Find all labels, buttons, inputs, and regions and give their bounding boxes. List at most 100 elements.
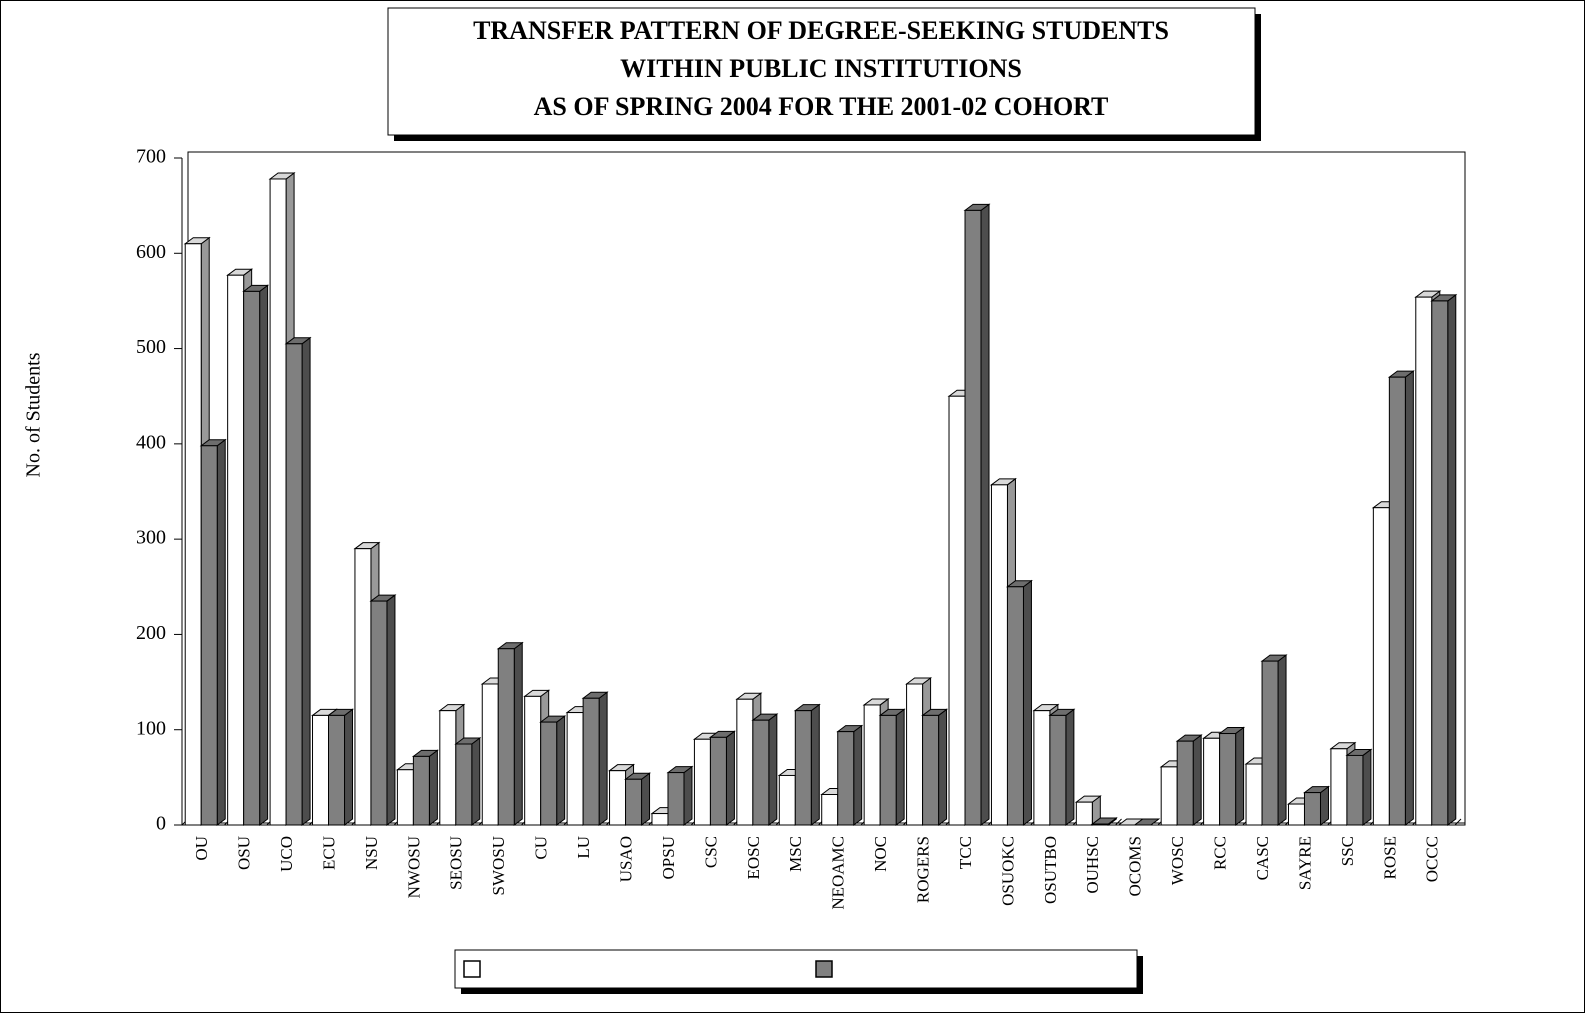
bar [778,774,796,826]
x-tick-label: LU [574,836,593,859]
bar [1075,801,1093,826]
bar-top [1133,818,1161,826]
y-tick-label: 700 [136,146,166,168]
bar [227,274,245,826]
x-tick-label: CSC [701,836,720,868]
bar-side [1319,785,1329,826]
x-tick-label: OU [192,836,211,861]
bar [1006,586,1024,826]
bar-side [386,594,396,826]
x-tick-label: RCC [1211,836,1230,870]
x-tick-label: NEOAMC [829,836,848,910]
bar [609,770,627,826]
y-tick-label: 200 [136,622,166,644]
x-tick-label: MSC [786,836,805,872]
bar-side [1192,734,1202,826]
x-tick [1115,818,1122,826]
x-tick-label: SSC [1338,836,1357,866]
x-tick-label: WOSC [1168,836,1187,885]
bar [906,683,924,826]
bar [736,698,754,826]
bar [540,721,558,826]
x-tick-label: OCOMS [1126,836,1145,896]
bar-side [259,284,269,826]
bar [412,755,430,826]
bar [948,395,966,826]
bar-side [301,336,311,826]
bar-side [768,713,778,826]
x-tick [1454,818,1462,826]
bar [1330,748,1348,826]
bar-side [810,703,820,826]
bar-side [428,749,438,826]
bar-side [1277,654,1287,826]
y-tick-label: 600 [136,241,166,263]
bar-side [1447,293,1457,826]
x-tick-label: ECU [319,836,338,870]
x-tick-label: OSUTBO [1041,836,1060,904]
x-tick-label: NSU [362,836,381,870]
y-tick-label: 0 [156,813,166,835]
bar [354,548,372,826]
x-tick-label: ROSE [1380,836,1399,879]
x-tick-label: SEOSU [447,836,466,890]
y-tick-label: 500 [136,336,166,358]
bar-side [471,737,481,826]
bar-side [683,765,693,826]
x-tick-label: OSU [235,836,254,870]
x-tick-label: NOC [871,836,890,872]
bar [1176,740,1194,826]
bar [794,710,812,826]
x-tick-label: ROGERS [913,836,932,903]
bar [566,712,584,826]
bar [821,794,839,826]
bar [1033,710,1051,826]
bar [269,178,287,826]
bar-side [513,641,523,826]
bar [582,697,600,826]
chart-title: WITHIN PUBLIC INSTITUTIONS [620,54,1022,83]
x-tick-label: SWOSU [489,836,508,896]
x-tick-label: TCC [956,836,975,869]
bar [200,445,218,826]
y-axis-label: No. of Students [23,352,45,477]
legend-swatch [463,960,481,978]
x-tick-label: USAO [616,836,635,882]
bar [990,484,1008,826]
bar [524,695,542,826]
bar-side [1362,748,1372,826]
bar [709,736,727,826]
chart-title: AS OF SPRING 2004 FOR THE 2001-02 COHORT [534,92,1109,121]
bar-side [641,772,651,826]
bar [693,738,711,826]
bar [651,813,669,826]
bar [863,704,881,826]
bar [1261,660,1279,826]
bar [243,290,261,826]
title-box [387,7,1256,136]
bar [1431,300,1449,826]
bar [370,600,388,826]
bar [1219,733,1237,826]
bar-side [556,715,566,826]
bar [312,714,330,826]
legend-swatch [815,960,833,978]
x-tick-label: CU [532,836,551,860]
bar-side [1022,579,1032,827]
bar [625,778,643,826]
y-tick-label: 100 [136,717,166,739]
legend-box [454,949,1138,989]
bar-side [1235,726,1245,826]
bar-side [1404,370,1414,826]
bar-side [344,708,354,826]
bar [1203,737,1221,826]
bar [1287,803,1305,826]
x-tick-label: OUHSC [1083,836,1102,894]
x-tick-label: OCCC [1423,836,1442,882]
bar [439,710,457,826]
bar [964,209,982,826]
bar-side [598,691,608,826]
y-tick-label: 400 [136,431,166,453]
bar-side [1065,708,1075,826]
x-tick-label: UCO [277,836,296,872]
